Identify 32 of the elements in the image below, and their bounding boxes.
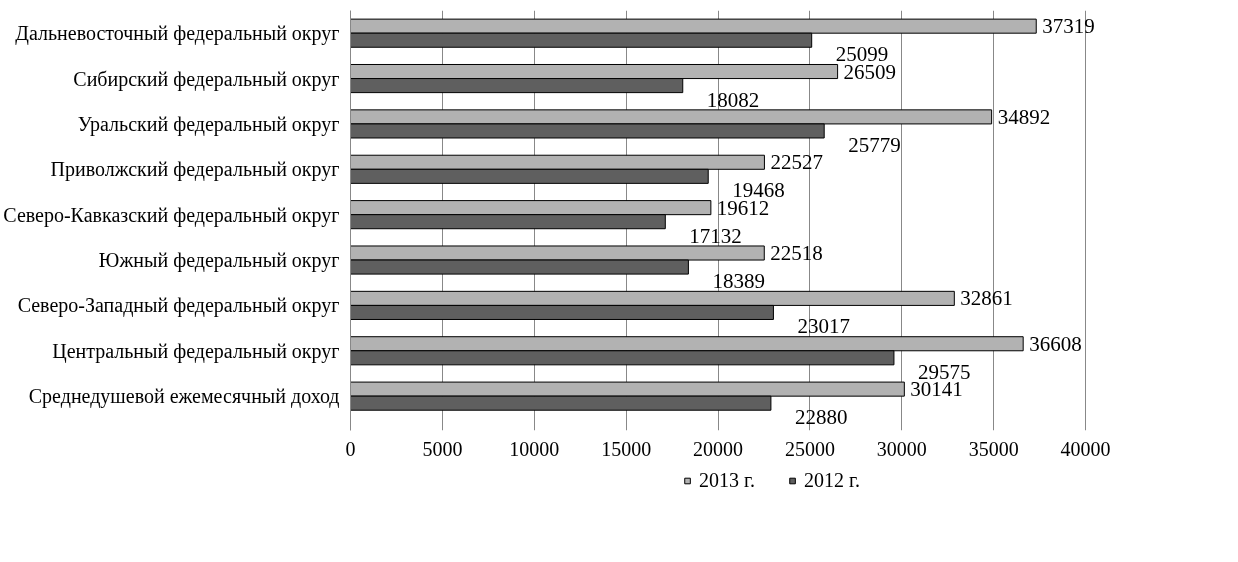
data-label: 22880	[794, 405, 848, 430]
y-tick-label: Дальневосточный федеральный округ	[15, 22, 340, 46]
y-tick-label: Северо-Западный федеральный округ	[17, 294, 340, 318]
y-tick-label: Сибирский федеральный округ	[73, 67, 340, 91]
x-tick-label: 25000	[784, 437, 835, 460]
data-label: 37319	[1042, 14, 1095, 39]
y-tick-label: Приволжский федеральный округ	[50, 158, 340, 182]
data-label: 36608	[1029, 331, 1082, 356]
y-tick-label: Южный федеральный округ	[98, 249, 340, 273]
x-tick-label: 10000	[509, 437, 560, 460]
data-label: 32861	[960, 286, 1013, 311]
data-label: 18082	[706, 87, 760, 112]
data-label: 22518	[770, 241, 823, 265]
y-tick-label: Уральский федеральный округ	[77, 112, 340, 136]
x-tick-label: 15000	[601, 437, 652, 460]
legend-label: 2013 г.	[699, 468, 755, 492]
y-tick-label: Среднедушевой ежемесячный доход	[28, 385, 340, 409]
y-tick-label: Северо-Кавказский федеральный округ	[3, 203, 340, 227]
data-label: 22527	[770, 150, 823, 175]
data-label: 18389	[712, 269, 765, 294]
x-tick-label: 35000	[968, 437, 1019, 460]
x-tick-label: 30000	[876, 437, 927, 460]
x-tick-label: 5000	[422, 437, 463, 460]
data-label: 17132	[689, 223, 742, 248]
data-label: 23017	[797, 314, 850, 339]
data-label: 34892	[997, 104, 1051, 129]
x-tick-label: 40000	[1060, 437, 1111, 460]
y-tick-label: Центральный федеральный округ	[52, 339, 340, 363]
x-tick-label: 0	[345, 437, 356, 460]
x-tick-label: 20000	[693, 437, 743, 460]
data-label: 25779	[848, 132, 901, 157]
legend-label: 2012 г.	[804, 468, 860, 492]
